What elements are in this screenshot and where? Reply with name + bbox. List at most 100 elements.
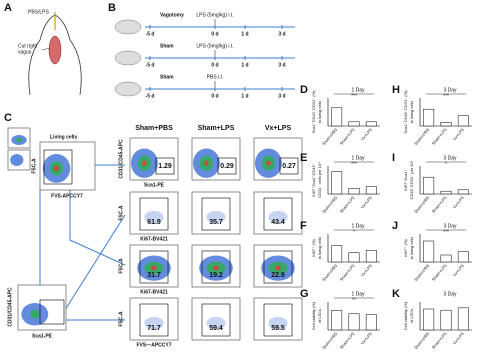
category-label: Sham+PBS [413, 195, 430, 214]
density [266, 160, 271, 166]
y-axis-label: Ki67⁺Sca1⁺ [403, 169, 408, 190]
category-label: Sham+LPS [339, 127, 356, 146]
axis-label: FSC-A [118, 205, 124, 221]
bar [440, 254, 452, 263]
gating-arrows [39, 164, 126, 321]
gate [201, 250, 231, 284]
bar [423, 108, 435, 127]
bar [331, 245, 343, 263]
treatment-label: LPS (5mg/kg) i.t. [196, 43, 233, 49]
panel-label: F [300, 220, 307, 232]
day-label: 1 Day [351, 223, 365, 229]
bar [423, 176, 435, 195]
category-label: Sham+PBS [413, 127, 430, 146]
day-label: 0 d [211, 62, 218, 68]
mouse-icon [114, 19, 142, 35]
gate [43, 149, 73, 185]
gate [263, 303, 293, 337]
y-axis-label: Cell viability (%) [311, 301, 316, 330]
day-label: 0 d [211, 31, 218, 37]
density [144, 316, 164, 330]
axis-label: FSC-A [118, 258, 124, 274]
gate [139, 197, 169, 231]
density [15, 138, 23, 142]
day-label: 1 d [241, 93, 248, 99]
axis-label: Ki67-BV421 [140, 289, 168, 295]
bar [365, 186, 377, 195]
day-label: 3 Day [443, 155, 457, 161]
panel-label: E [300, 152, 307, 164]
significance: *** [351, 161, 357, 167]
column-header: Sham+PBS [135, 125, 173, 132]
axis-label: Sca1-PE [144, 182, 165, 188]
pointer [41, 47, 51, 51]
panel-label: A [4, 2, 12, 14]
column-header: Sham+LPS [198, 125, 235, 132]
flow-plot [191, 297, 241, 341]
day-label: 3 d [278, 93, 285, 99]
density [53, 165, 60, 172]
axis-label: Sca1-PE [32, 333, 53, 339]
gate [139, 250, 169, 284]
gate-value: 59.4 [209, 325, 223, 332]
density [144, 210, 164, 224]
panel-label: C [4, 112, 12, 124]
density [275, 265, 281, 271]
day-label: -5 d [146, 31, 155, 37]
y-axis-label: Cell viability (%) [403, 301, 408, 330]
axis-label: CD31/CD45-APC [118, 139, 124, 179]
category-label: Sham+LPS [431, 331, 448, 350]
gate-value: 35.7 [209, 219, 223, 226]
panel-label: B [108, 2, 116, 14]
density [30, 309, 40, 319]
category-label: Sham+PBS [413, 263, 430, 282]
density [142, 160, 147, 166]
gate-value: 1.29 [158, 163, 172, 170]
category-label: Sham+LPS [339, 263, 356, 282]
gate [263, 250, 293, 284]
category-label: Sham+LPS [431, 195, 448, 214]
gate-value: 71.7 [147, 325, 161, 332]
day-label: 3 d [278, 31, 285, 37]
density [204, 160, 209, 166]
bar [440, 309, 452, 331]
axis-label: CD31/CD45-APC [7, 287, 13, 327]
day-label: 1 d [241, 31, 248, 37]
significance: ** [352, 297, 356, 303]
significance: *** [443, 229, 449, 235]
bar [457, 115, 469, 127]
mouse-icon [114, 81, 142, 97]
group-label: Vagotomy [160, 12, 184, 18]
injection-label: PBS/LPS [28, 9, 50, 15]
day-label: 3 d [278, 62, 285, 68]
day-label: 1 Day [351, 155, 365, 161]
bar [331, 107, 343, 127]
treatment-label: LPS (5mg/kg) i.t. [196, 12, 233, 18]
axis-label: FSC-A [31, 158, 37, 174]
bar [365, 121, 377, 127]
significance: * [353, 229, 355, 235]
significance: * [445, 161, 447, 167]
panel-label: H [392, 84, 400, 96]
axis-label: FVS—APCCY7 [136, 342, 171, 348]
day-label: -5 d [146, 62, 155, 68]
bar [457, 189, 469, 195]
category-label: Sham+LPS [339, 331, 356, 350]
category-label: Vx+LPS [452, 263, 465, 278]
bar [457, 251, 469, 263]
nerve-label: Cut right [18, 43, 38, 49]
category-label: Sham+LPS [431, 263, 448, 282]
significance: *** [443, 93, 449, 99]
gate-value: 22.9 [271, 272, 285, 279]
density [206, 316, 226, 330]
category-label: Sham+PBS [321, 127, 338, 146]
significance: *** [351, 93, 357, 99]
panel-label: K [392, 288, 400, 300]
y-axis-label: in living cells [409, 237, 414, 259]
bar [457, 307, 469, 331]
bar [365, 250, 377, 263]
category-label: Vx+LPS [452, 331, 465, 346]
gate-value: 0.27 [282, 163, 296, 170]
